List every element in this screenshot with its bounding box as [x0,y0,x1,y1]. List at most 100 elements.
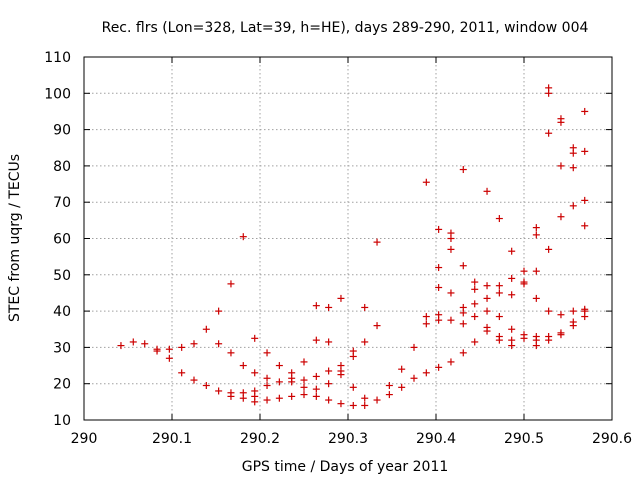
data-point [202,325,210,333]
data-point [532,231,540,239]
data-point [557,162,565,170]
data-point [312,336,320,344]
data-point [557,118,565,126]
data-point [288,392,296,400]
data-point [471,285,479,293]
data-point [508,274,516,282]
data-point [263,374,271,382]
data-point [435,225,443,233]
data-point [545,129,553,137]
data-marks [117,84,589,409]
data-point [300,376,308,384]
data-point [459,262,467,270]
data-point [215,307,223,315]
data-point [300,391,308,399]
data-point [251,398,259,406]
data-point [385,382,393,390]
x-tick-label: 290.6 [592,431,632,447]
data-point [471,313,479,321]
data-point [495,282,503,290]
data-point [398,383,406,391]
data-point [569,307,577,315]
data-point [581,147,589,155]
data-point [251,369,259,377]
data-point [325,380,333,388]
data-point [215,387,223,395]
data-point [227,280,235,288]
data-point [483,294,491,302]
data-point [337,371,345,379]
data-point [508,291,516,299]
data-point [459,349,467,357]
y-tick-label: 50 [53,268,71,284]
data-point [202,382,210,390]
data-point [410,374,418,382]
data-point [239,394,247,402]
data-point [545,245,553,253]
data-point [581,196,589,204]
data-point [557,331,565,339]
data-point [483,327,491,335]
data-point [337,294,345,302]
data-point [483,307,491,315]
data-point [495,313,503,321]
data-point [227,349,235,357]
data-point [447,289,455,297]
data-point [532,267,540,275]
data-point [263,396,271,404]
data-point [435,264,443,272]
y-tick-label: 90 [53,123,71,139]
data-point [569,149,577,157]
y-tick-label: 10 [53,413,71,429]
data-point [373,238,381,246]
data-point [532,294,540,302]
y-tick-label: 100 [44,86,71,102]
x-tick-label: 290.1 [152,431,192,447]
data-point [422,369,430,377]
data-point [569,164,577,172]
data-point [508,325,516,333]
data-point [422,178,430,186]
x-tick-label: 290.2 [240,431,280,447]
data-point [581,107,589,115]
data-point [239,362,247,370]
x-tick-label: 290.3 [328,431,368,447]
data-point [520,280,528,288]
data-point [508,247,516,255]
y-tick-label: 80 [53,159,71,175]
data-point [459,309,467,317]
grid [84,57,612,420]
data-point [361,338,369,346]
data-point [495,289,503,297]
data-point [300,358,308,366]
data-point [275,378,283,386]
data-point [325,396,333,404]
data-point [459,320,467,328]
data-point [422,320,430,328]
data-point [312,302,320,310]
data-point [398,365,406,373]
data-point [325,367,333,375]
data-point [447,235,455,242]
data-point [422,313,430,321]
y-tick-label: 110 [44,50,71,66]
data-point [361,394,369,402]
data-point [117,342,125,350]
data-point [190,340,198,348]
data-point [373,322,381,330]
data-point [312,372,320,380]
data-point [227,392,235,400]
data-point [447,358,455,366]
data-point [569,322,577,330]
data-point [495,336,503,344]
data-point [483,282,491,290]
data-point [263,382,271,390]
data-point [545,89,553,97]
data-point [532,224,540,232]
chart-title: Rec. flrs (Lon=328, Lat=39, h=HE), days … [102,20,589,36]
data-point [435,316,443,324]
data-point [435,284,443,292]
data-point [520,267,528,275]
data-point [459,166,467,174]
axis-ticks: 290 290.1 290.2 290.3 290.4 290.5 290.6 10 20 30 4… [44,50,632,447]
